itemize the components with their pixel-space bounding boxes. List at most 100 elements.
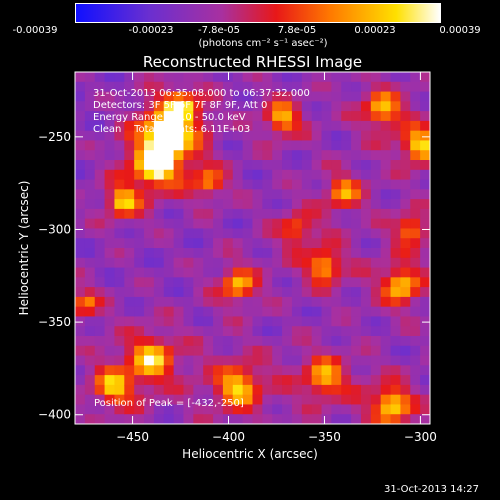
heatmap-cell [272,72,283,83]
heatmap-cell [153,336,165,347]
heatmap-cell [420,257,431,269]
heatmap-cell [272,189,283,200]
heatmap-cell [351,111,362,122]
heatmap-cell [84,140,96,151]
heatmap-cell [252,414,263,425]
heatmap-cell [84,208,96,220]
heatmap-cell [380,345,392,357]
heatmap-cell [213,345,224,357]
heatmap-cell [341,91,352,102]
heatmap-cell [124,257,135,269]
heatmap-cell [173,384,184,396]
heatmap-cell [114,404,125,415]
heatmap-cell [232,218,244,229]
heatmap-cell [262,394,273,405]
heatmap-cell [94,72,106,83]
heatmap-cell [390,365,401,376]
heatmap-cell [321,287,332,298]
heatmap-cell [232,72,244,83]
heatmap-cell [341,248,352,259]
heatmap-cell [114,248,125,259]
heatmap-cell [153,101,165,112]
heatmap-cell [400,81,411,93]
heatmap-cell [124,208,135,220]
heatmap-cell [380,238,392,249]
heatmap-cell [331,150,342,161]
heatmap-cell [84,179,96,190]
heatmap-cell [370,394,382,405]
heatmap-cell [124,365,135,376]
heatmap-cell [291,257,303,269]
heatmap-cell [203,375,214,386]
heatmap-cell [84,345,96,357]
heatmap-cell [222,150,234,161]
heatmap-cell [114,111,125,122]
heatmap-cell [222,130,234,141]
heatmap-cell [75,150,86,161]
heatmap-cell [232,238,244,249]
heatmap-cell [351,199,362,210]
heatmap-cell [252,130,263,141]
heatmap-cell [114,91,125,102]
heatmap-cell [410,91,421,102]
heatmap-cell [242,326,253,337]
heatmap-cell [124,130,135,141]
heatmap-cell [183,394,194,405]
heatmap-cell [75,404,86,415]
heatmap-cell [114,384,125,396]
heatmap-cell [84,336,96,347]
heatmap-cell [301,140,313,151]
heatmap-cell [124,306,135,317]
heatmap-cell [321,199,332,210]
heatmap-cell [380,218,392,229]
heatmap-cell [242,365,253,376]
heatmap-cell [232,208,244,220]
heatmap-cell [400,326,411,337]
heatmap-cell [380,306,392,317]
heatmap-cell [222,140,234,151]
heatmap-cell [163,150,175,161]
heatmap-cell [390,189,401,200]
heatmap-cell [420,228,431,239]
heatmap-cell [272,238,283,249]
heatmap-cell [410,150,421,161]
heatmap-cell [311,91,323,102]
heatmap-cell [163,140,175,151]
heatmap-cell [420,267,431,278]
heatmap-cell [360,130,372,141]
heatmap-cell [232,404,244,415]
heatmap-cell [360,287,372,298]
heatmap-cell [94,150,106,161]
heatmap-cell [351,287,362,298]
heatmap-cell [183,296,194,308]
heatmap-cell [262,101,273,112]
heatmap-cell [351,248,362,259]
heatmap-cell [222,257,234,269]
heatmap-cell [75,160,86,171]
heatmap-cell [144,160,155,171]
heatmap-cell [262,169,273,181]
heatmap-cell [301,316,313,327]
heatmap-cell [114,238,125,249]
heatmap-cell [301,208,313,220]
heatmap-cell [124,316,135,327]
heatmap-cell [272,404,283,415]
heatmap-cell [311,208,323,220]
heatmap-cell [390,394,401,405]
heatmap-cell [410,365,421,376]
heatmap-cell [252,394,263,405]
heatmap-cell [94,296,106,308]
heatmap-cell [114,160,125,171]
heatmap-cell [400,208,411,220]
heatmap-cell [203,355,214,366]
heatmap-cell [390,228,401,239]
heatmap-cell [262,72,273,83]
heatmap-cells [75,72,431,425]
heatmap-cell [311,248,323,259]
heatmap-cell [262,365,273,376]
heatmap-cell [341,336,352,347]
heatmap-cell [193,414,204,425]
heatmap-cell [321,81,332,93]
colorbar-tick-label: 0.00023 [354,25,396,36]
